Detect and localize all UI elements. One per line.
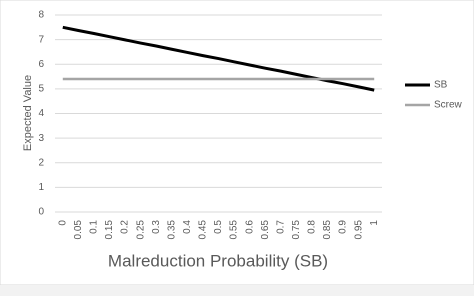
x-tick-label: 0.9: [338, 220, 349, 234]
x-tick-label: 0.2: [120, 220, 131, 234]
x-tick-label: 0.15: [104, 220, 115, 240]
x-tick-label: 0.6: [244, 220, 255, 234]
x-tick-label: 0: [57, 220, 68, 226]
y-tick-label: 0: [38, 207, 44, 218]
x-tick-label: 0.8: [307, 220, 318, 234]
y-tick-label: 3: [38, 133, 44, 144]
y-tick-label: 1: [38, 182, 44, 193]
legend-label: SB: [434, 80, 448, 91]
x-axis-label: Malreduction Probability (SB): [108, 251, 328, 270]
x-tick-label: 0.45: [198, 220, 209, 240]
x-tick-label: 0.25: [135, 220, 146, 240]
x-tick-label: 0.3: [151, 220, 162, 234]
page-strip: [0, 285, 474, 296]
x-tick-label: 0.1: [89, 220, 100, 234]
x-tick-label: 0.05: [73, 220, 84, 240]
legend-label: Screw: [434, 100, 463, 111]
x-tick-label: 0.5: [213, 220, 224, 234]
x-tick-label: 0.35: [166, 220, 177, 240]
x-tick-label: 0.65: [260, 220, 271, 240]
x-tick-label: 0.55: [229, 220, 240, 240]
x-tick-label: 0.95: [353, 220, 364, 240]
y-tick-label: 6: [38, 59, 44, 70]
x-tick-label: 0.7: [275, 220, 286, 234]
chart-frame: [0, 0, 474, 286]
y-tick-label: 5: [38, 84, 44, 95]
y-tick-label: 2: [38, 157, 44, 168]
y-tick-label: 8: [38, 10, 44, 21]
x-tick-label: 1: [369, 220, 380, 226]
y-tick-label: 4: [38, 108, 44, 119]
x-tick-label: 0.4: [182, 220, 193, 234]
y-tick-label: 7: [38, 34, 44, 45]
x-tick-label: 0.75: [291, 220, 302, 240]
x-tick-label: 0.85: [322, 220, 333, 240]
y-axis-label: Expected Value: [22, 75, 34, 151]
